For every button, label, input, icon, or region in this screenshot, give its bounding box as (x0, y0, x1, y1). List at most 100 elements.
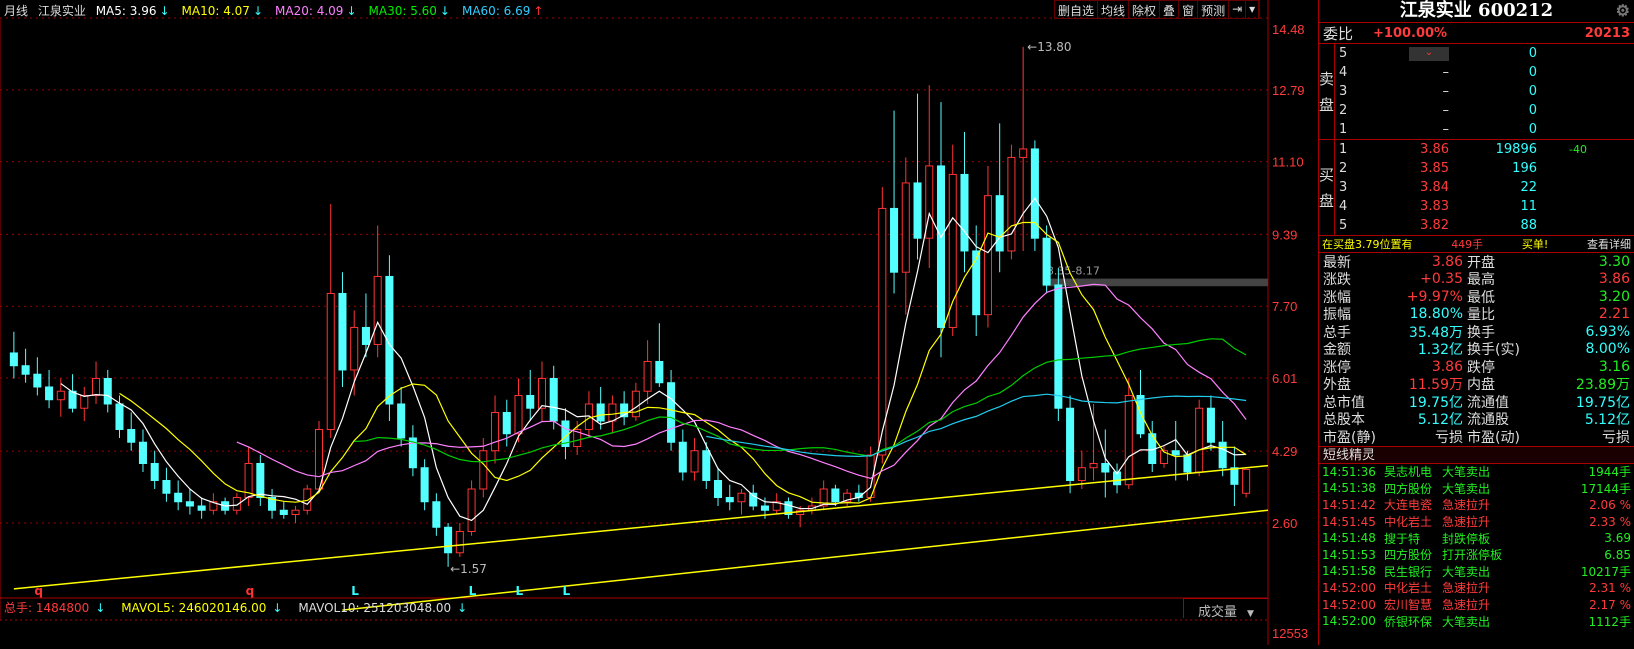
candle-body (1242, 468, 1251, 494)
candle-body (1019, 148, 1028, 158)
candle-body (244, 462, 253, 498)
y-tick-label: 7.70 (1272, 299, 1297, 314)
candle-body (643, 360, 652, 392)
stat-row: 总手 35.48万 换手 6.93% (1323, 323, 1630, 341)
kline-chart[interactable]: 14.48 12.79 11.10 9.39 7.70 6.01 4.29 2.60 12553… (0, 0, 1316, 645)
sprite-item[interactable]: 14:51:38 四方股份 大笔卖出 17144手 (1322, 481, 1631, 496)
buy-level-row: 5 3.82 88 (1339, 218, 1537, 233)
arrow-icon: ↓ (252, 4, 264, 18)
candle-body (361, 326, 370, 345)
band-label: 8.35-8.17 (1047, 265, 1100, 278)
candle-body (749, 492, 758, 507)
signal-marker: L (562, 584, 570, 598)
sprite-item[interactable]: 14:52:00 中化岩土 急速拉升 2.31 % (1322, 580, 1631, 596)
candle-body (209, 501, 218, 511)
sprite-item[interactable]: 14:51:42 大连电瓷 急速拉升 2.06 % (1322, 497, 1631, 513)
mavol5: MAVOL5: 246020146.00 ↓ (121, 601, 283, 615)
arrow-icon: ↓ (439, 4, 450, 18)
candle-body (432, 501, 441, 528)
candle-body (584, 403, 593, 430)
y-tick-label: 4.29 (1272, 444, 1297, 459)
candle-body (972, 250, 981, 316)
sprite-item[interactable]: 14:51:36 昊志机电 大笔卖出 1944手 (1322, 464, 1631, 480)
stat-row: 振幅 18.80% 量比 2.21 (1323, 306, 1630, 324)
sprite-item[interactable]: 14:51:53 四方股份 打开涨停板 6.85 (1322, 547, 1631, 563)
view-detail-link[interactable]: 查看详细 (1586, 238, 1631, 251)
buy-level-row: 4 3.83 11 (1339, 199, 1537, 214)
trendline (342, 509, 1269, 611)
buy-level-row: 2 3.85 196 (1339, 161, 1537, 176)
sprite-item[interactable]: 14:51:48 搜于特 封跌停板 3.69 (1322, 531, 1631, 546)
ma-legend: 月线 江泉实业 MA5: 3.96 ↓ MA10: 4.07 ↓ MA20: 4.09 ↓… (4, 2, 561, 19)
collapse-icon[interactable]: ⌄ (1409, 46, 1449, 61)
candle-body (9, 352, 18, 367)
stat-row: 涨跌 +0.35 最高 3.86 (1323, 271, 1630, 289)
sprite-item[interactable]: 14:51:58 民生银行 大笔卖出 10217手 (1322, 564, 1631, 579)
ma20-line (236, 283, 1247, 480)
candle-body (678, 441, 687, 473)
candle-body (631, 390, 640, 418)
candle-body (760, 505, 769, 511)
candle-body (174, 492, 183, 503)
candle-body (702, 450, 711, 481)
stat-row: 金额 1.32亿 换手(实) 8.00% (1323, 341, 1630, 359)
candle-body (772, 501, 781, 511)
candle-body (995, 195, 1004, 252)
ma-legend-item: MA30: 5.60 ↓ (368, 4, 450, 18)
toolbar-button[interactable]: 叠 (1160, 1, 1180, 18)
arrow-icon: ↓ (346, 4, 357, 18)
toolbar-button[interactable]: 均线 (1098, 1, 1130, 18)
period-label: 月线 (4, 4, 29, 18)
toolbar-button[interactable]: ⇥ (1229, 1, 1247, 18)
stat-row: 涨幅 +9.97% 最低 3.20 (1323, 288, 1630, 306)
sprite-item[interactable]: 14:52:00 宏川智慧 急速拉升 2.17 % (1322, 597, 1631, 613)
candle-body (138, 441, 147, 464)
buy-label: 买盘 (1319, 140, 1335, 235)
sprite-item[interactable]: 14:51:45 中化岩土 急速拉升 2.33 % (1322, 514, 1631, 530)
kline-svg[interactable]: 14.48 12.79 11.10 9.39 7.70 6.01 4.29 2.60 12553… (0, 0, 1316, 645)
candle-body (373, 275, 382, 345)
chevron-down-icon: ▼ (1247, 609, 1254, 618)
signal-marker: q (246, 584, 255, 598)
toolbar-button[interactable]: 除权 (1129, 1, 1161, 18)
candle-body (596, 403, 605, 422)
candle-body (608, 403, 617, 422)
candle-body (303, 488, 312, 511)
candle-body (901, 182, 910, 273)
indicator-select[interactable]: 成交量 ▼ (1183, 598, 1268, 618)
toolbar-button[interactable]: 预测 (1198, 1, 1230, 18)
weibi-row: 委比 +100.00% 20213 (1319, 22, 1634, 44)
candle-body (948, 173, 957, 328)
order-tip[interactable]: 在买盘3.79位置有 449手 买单! 查看详细 (1319, 236, 1634, 253)
candle-body (56, 390, 65, 401)
candle-body (185, 501, 194, 507)
signal-marker: q (34, 584, 43, 598)
sprite-item[interactable]: 14:52:00 侨银环保 大笔卖出 1112手 (1322, 614, 1631, 629)
stock-name: 江泉实业 (37, 4, 86, 18)
gear-icon[interactable]: ⚙ (1615, 1, 1630, 20)
candle-body (127, 428, 136, 443)
candle-body (1054, 284, 1063, 409)
candle-body (1195, 407, 1204, 473)
candle-body (1077, 467, 1086, 481)
sell-level-row: 4–0 (1339, 65, 1537, 80)
toolbar-button[interactable]: ▾ (1246, 1, 1260, 18)
candle-body (256, 462, 265, 498)
signal-marker: L (351, 584, 359, 598)
candle-body (420, 467, 429, 503)
sell-level-row: 2–0 (1339, 103, 1537, 118)
candle-body (1136, 394, 1145, 435)
candle-body (514, 394, 523, 435)
trendline (13, 464, 1269, 590)
candle-body (268, 496, 277, 511)
sell-level-row: 5 ⌄ 0 (1339, 46, 1537, 61)
toolbar-button[interactable]: 窗 (1179, 1, 1199, 18)
candle-body (690, 450, 699, 473)
y-tick-label: 11.10 (1272, 155, 1304, 170)
candle-body (878, 207, 887, 456)
y-tick-label: 14.48 (1272, 22, 1305, 37)
candle-body (103, 377, 112, 405)
stat-row: 外盘 11.59万 内盘 23.89万 (1323, 377, 1630, 394)
toolbar-button[interactable]: 删自选 (1055, 1, 1099, 18)
ma10-line (119, 221, 1247, 505)
